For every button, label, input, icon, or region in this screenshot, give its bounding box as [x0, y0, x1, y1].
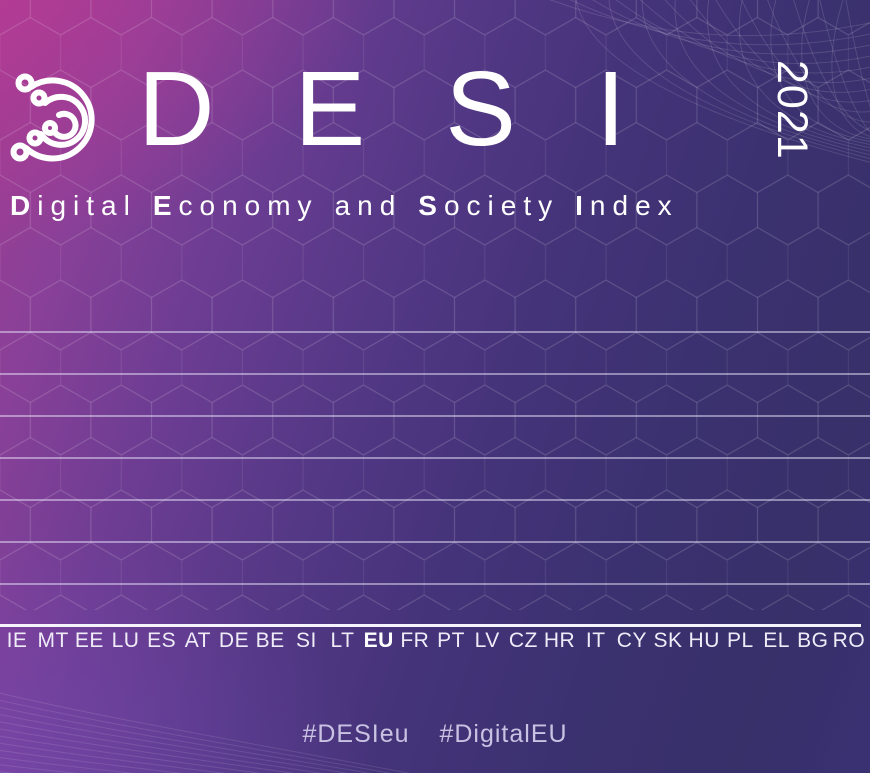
x-label-HU: HU [688, 629, 720, 652]
title-desi: DESI [138, 50, 706, 168]
x-label-BG: BG [797, 629, 829, 652]
title-year: 2021 [768, 60, 816, 160]
x-label-FR: FR [400, 629, 430, 652]
gridline-60 [0, 373, 870, 375]
x-axis-line [0, 624, 861, 627]
x-label-CY: CY [616, 629, 647, 652]
x-label-DE: DE [218, 629, 250, 652]
subtitle-word-society: Society [418, 190, 560, 221]
x-label-EL: EL [763, 629, 790, 652]
x-label-IT: IT [585, 629, 606, 652]
footer-hashtags: #DESIeu #DigitalEU [0, 720, 870, 749]
gridline-10 [0, 583, 870, 585]
x-label-PL: PL [727, 629, 754, 652]
subtitle-word-and: and [334, 190, 403, 221]
gridline-40 [0, 457, 870, 459]
x-label-LV: LV [474, 629, 500, 652]
subtitle-word-economy: Economy [152, 190, 319, 221]
x-label-SK: SK [653, 629, 683, 652]
hashtag-desieu: #DESIeu [302, 720, 410, 748]
x-label-EU: EU [363, 629, 394, 652]
x-label-IE: IE [6, 629, 28, 652]
gridline-50 [0, 415, 870, 417]
x-label-BE: BE [255, 629, 285, 652]
x-label-HR: HR [543, 629, 576, 652]
subtitle-word-index: Index [575, 190, 679, 221]
x-label-EE: EE [74, 629, 104, 652]
hashtag-digitaleu: #DigitalEU [439, 720, 568, 748]
x-label-ES: ES [147, 629, 177, 652]
gridline-30 [0, 499, 870, 501]
subtitle: Digital Economy and Society Index [10, 190, 695, 222]
subtitle-word-digital: Digital [10, 190, 137, 221]
x-label-SI: SI [295, 629, 317, 652]
gridline-20 [0, 541, 870, 543]
x-label-CZ: CZ [508, 629, 538, 652]
desi-logo-icon [10, 73, 95, 162]
x-label-AT: AT [184, 629, 211, 652]
x-label-PT: PT [437, 629, 465, 652]
x-label-MT: MT [37, 629, 69, 652]
x-label-LU: LU [111, 629, 140, 652]
gridline-70 [0, 331, 870, 333]
x-label-LT: LT [330, 629, 355, 652]
x-label-RO: RO [832, 629, 866, 652]
